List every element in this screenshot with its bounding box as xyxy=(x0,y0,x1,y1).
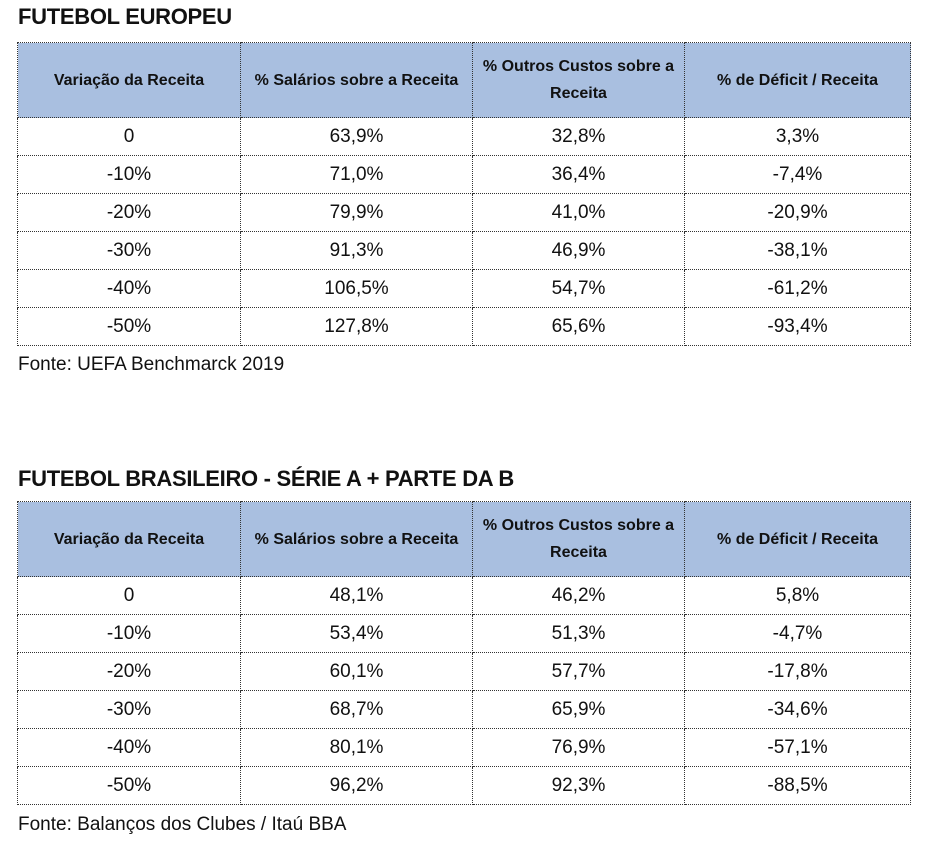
table-cell: 96,2% xyxy=(240,766,473,805)
table-row: -50% 127,8% 65,6% -93,4% xyxy=(17,307,911,346)
table-cell: -20% xyxy=(17,652,241,691)
table-cell: 48,1% xyxy=(240,576,473,615)
table-row: -30% 68,7% 65,9% -34,6% xyxy=(17,690,911,729)
column-header: % de Déficit / Receita xyxy=(684,42,911,118)
column-header: % de Déficit / Receita xyxy=(684,501,911,577)
table-cell: -30% xyxy=(17,231,241,270)
table-cell: 63,9% xyxy=(240,117,473,156)
table-cell: -20% xyxy=(17,193,241,232)
table-row: 0 48,1% 46,2% 5,8% xyxy=(17,576,911,615)
table-row: -50% 96,2% 92,3% -88,5% xyxy=(17,766,911,805)
table-cell: 54,7% xyxy=(472,269,685,308)
column-header: % Salários sobre a Receita xyxy=(240,501,473,577)
table-row: -30% 91,3% 46,9% -38,1% xyxy=(17,231,911,270)
table-cell: -17,8% xyxy=(684,652,911,691)
table-row: -10% 71,0% 36,4% -7,4% xyxy=(17,155,911,194)
table-cell: 60,1% xyxy=(240,652,473,691)
data-table: Variação da Receita% Salários sobre a Re… xyxy=(17,42,911,346)
table-cell: -40% xyxy=(17,269,241,308)
column-header: Variação da Receita xyxy=(17,42,241,118)
table-cell: 57,7% xyxy=(472,652,685,691)
column-header: % Outros Custos sobre a Receita xyxy=(472,42,685,118)
table-cell: 0 xyxy=(17,576,241,615)
table-row: -10% 53,4% 51,3% -4,7% xyxy=(17,614,911,653)
table-cell: 127,8% xyxy=(240,307,473,346)
table-title: FUTEBOL BRASILEIRO - SÉRIE A + PARTE DA … xyxy=(18,466,514,491)
table-cell: 46,2% xyxy=(472,576,685,615)
table-cell: 65,6% xyxy=(472,307,685,346)
table-cell: -20,9% xyxy=(684,193,911,232)
header-row: Variação da Receita% Salários sobre a Re… xyxy=(17,501,911,577)
table-cell: -30% xyxy=(17,690,241,729)
table-cell: 91,3% xyxy=(240,231,473,270)
table-cell: -61,2% xyxy=(684,269,911,308)
table-cell: 79,9% xyxy=(240,193,473,232)
table-row: -40% 106,5% 54,7% -61,2% xyxy=(17,269,911,308)
table-cell: -7,4% xyxy=(684,155,911,194)
table-cell: -50% xyxy=(17,766,241,805)
table-cell: 53,4% xyxy=(240,614,473,653)
table-cell: 80,1% xyxy=(240,728,473,767)
table-cell: 3,3% xyxy=(684,117,911,156)
table-cell: 71,0% xyxy=(240,155,473,194)
table-cell: -4,7% xyxy=(684,614,911,653)
table-cell: 0 xyxy=(17,117,241,156)
table-cell: 68,7% xyxy=(240,690,473,729)
table-cell: -10% xyxy=(17,155,241,194)
source-note: Fonte: UEFA Benchmarck 2019 xyxy=(18,354,285,375)
table-cell: 32,8% xyxy=(472,117,685,156)
table-cell: -88,5% xyxy=(684,766,911,805)
table-cell: -57,1% xyxy=(684,728,911,767)
table-cell: 92,3% xyxy=(472,766,685,805)
table-cell: 36,4% xyxy=(472,155,685,194)
table-cell: -40% xyxy=(17,728,241,767)
data-table: Variação da Receita% Salários sobre a Re… xyxy=(17,501,911,805)
header-row: Variação da Receita% Salários sobre a Re… xyxy=(17,42,911,118)
table-title: FUTEBOL EUROPEU xyxy=(18,4,232,29)
table-cell: 41,0% xyxy=(472,193,685,232)
table-cell: 106,5% xyxy=(240,269,473,308)
column-header: % Outros Custos sobre a Receita xyxy=(472,501,685,577)
table-cell: -93,4% xyxy=(684,307,911,346)
table-cell: 5,8% xyxy=(684,576,911,615)
table-row: -40% 80,1% 76,9% -57,1% xyxy=(17,728,911,767)
table-row: 0 63,9% 32,8% 3,3% xyxy=(17,117,911,156)
table-cell: 51,3% xyxy=(472,614,685,653)
table-row: -20% 60,1% 57,7% -17,8% xyxy=(17,652,911,691)
column-header: Variação da Receita xyxy=(17,501,241,577)
table-cell: 76,9% xyxy=(472,728,685,767)
table-cell: -34,6% xyxy=(684,690,911,729)
table-cell: 46,9% xyxy=(472,231,685,270)
table-cell: -38,1% xyxy=(684,231,911,270)
table-cell: -10% xyxy=(17,614,241,653)
table-cell: -50% xyxy=(17,307,241,346)
column-header: % Salários sobre a Receita xyxy=(240,42,473,118)
table-row: -20% 79,9% 41,0% -20,9% xyxy=(17,193,911,232)
source-note: Fonte: Balanços dos Clubes / Itaú BBA xyxy=(18,814,347,835)
table-cell: 65,9% xyxy=(472,690,685,729)
